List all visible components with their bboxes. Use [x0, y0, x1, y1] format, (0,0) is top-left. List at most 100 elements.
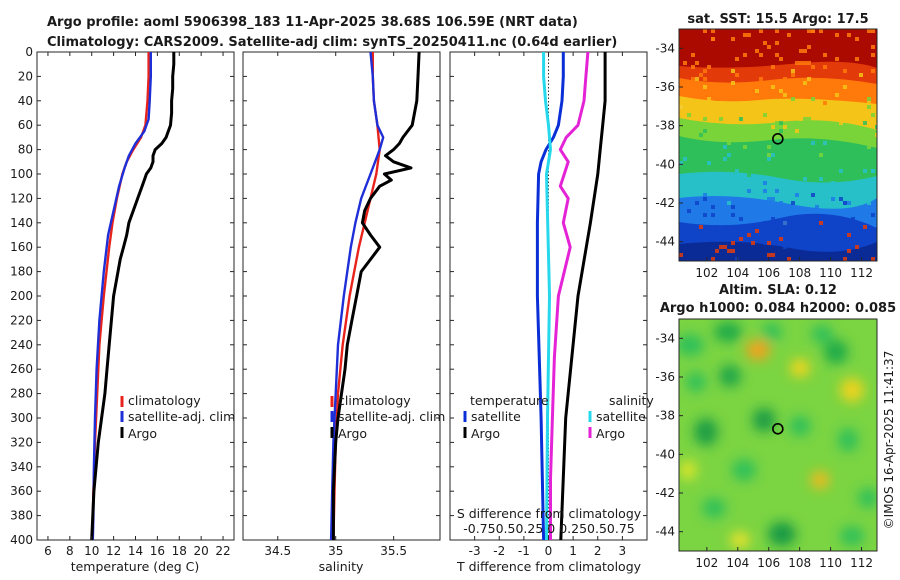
sst-pixel: [707, 97, 711, 101]
sst-pixel: [703, 77, 707, 81]
x-tick-label: 35: [328, 544, 343, 558]
sst-pixel: [779, 57, 783, 61]
y-tick-label: 280: [10, 387, 33, 401]
sst-pixel: [803, 177, 807, 181]
sst-pixel: [767, 197, 771, 201]
sst-pixel: [775, 85, 779, 89]
y-tick-label: 20: [18, 69, 33, 83]
sst-pixel: [783, 77, 787, 81]
sst-pixel: [859, 73, 863, 77]
sst-pixel: [691, 53, 695, 57]
y-tick-label: 80: [18, 143, 33, 157]
sst-pixel: [691, 77, 695, 81]
sst-pixel: [823, 101, 827, 105]
sla-eddy: [789, 416, 811, 436]
sst-pixel: [763, 221, 767, 225]
x-tick-label: 112: [850, 266, 873, 280]
sst-pixel: [739, 237, 743, 241]
sst-pixel: [871, 113, 875, 117]
sst-pixel: [835, 189, 839, 193]
sst-pixel: [867, 105, 871, 109]
sst-pixel: [691, 109, 695, 113]
sst-pixel: [811, 65, 815, 69]
sst-pixel: [747, 173, 751, 177]
sst-pixel: [803, 85, 807, 89]
sla-map-panel: Altim. SLA: 0.12 Argo h1000: 0.084 h2000…: [655, 283, 896, 570]
sst-pixel: [755, 229, 759, 233]
sst-pixel: [691, 65, 695, 69]
x-tick-label: 18: [172, 544, 187, 558]
sst-pixel: [723, 245, 727, 249]
y-tick-label: 380: [10, 509, 33, 523]
sla-eddy: [768, 522, 796, 546]
temperature-y-ticks: 0 20 40 60 80 100 120 140 160 180 200 220 240 260 280 3…: [10, 45, 234, 547]
sst-pixel: [783, 245, 787, 249]
sst-pixel: [687, 85, 691, 89]
sst-pixel: [679, 105, 683, 109]
sst-pixel: [727, 249, 731, 253]
y-tick-label: -40: [655, 157, 675, 171]
sst-pixel: [843, 85, 847, 89]
sst-pixel: [695, 61, 699, 65]
sst-pixel: [731, 81, 735, 85]
sla-eddy: [714, 322, 742, 342]
sst-pixel: [711, 37, 715, 41]
sst-pixel: [787, 157, 791, 161]
sst-pixel: [783, 221, 787, 225]
sst-pixel: [851, 125, 855, 129]
sst-pixel: [871, 233, 875, 237]
sst-pixel: [819, 185, 823, 189]
sst-x-ticks: 102 104 106 108 110 112: [695, 257, 873, 280]
sst-pixel: [723, 109, 727, 113]
x-tick-label: -3: [469, 544, 481, 558]
sst-pixel: [803, 81, 807, 85]
sst-pixel: [795, 61, 799, 65]
sst-pixel: [775, 53, 779, 57]
sst-pixel: [795, 181, 799, 185]
sla-eddy: [811, 471, 829, 489]
sst-pixel: [703, 129, 707, 133]
sst-pixel: [755, 49, 759, 53]
sst-pixel: [875, 133, 877, 137]
sst-pixel: [839, 169, 843, 173]
sst-pixel: [807, 45, 811, 49]
sst-pixel: [743, 33, 747, 37]
sla-eddy: [702, 498, 726, 518]
y-tick-label: 40: [18, 94, 33, 108]
sst-pixel: [687, 121, 691, 125]
sst-pixel: [747, 33, 751, 37]
x-tick-label: 8: [66, 544, 74, 558]
y-tick-label: 140: [10, 216, 33, 230]
sst-pixel: [715, 249, 719, 253]
salinity-y-ticks: [243, 51, 440, 541]
legend-label-temp-argo: Argo: [471, 426, 500, 441]
sst-pixel: [867, 29, 871, 33]
sst-pixel: [855, 37, 859, 41]
sst-pixel: [799, 117, 803, 121]
series-line-temperature-argo: [559, 52, 607, 541]
sst-pixel: [699, 105, 703, 109]
x-tick-label: 110: [819, 266, 842, 280]
sst-pixel: [767, 157, 771, 161]
salinity-xlabel: salinity: [319, 559, 364, 574]
secondary-axis-ticks: -0.750.50.25 0 0.250.50.75: [463, 521, 635, 536]
sst-pixel: [847, 145, 851, 149]
sst-pixel: [763, 41, 767, 45]
sst-pixel: [731, 205, 735, 209]
x-tick-label: 14: [128, 544, 143, 558]
sst-pixel: [715, 97, 719, 101]
sst-pixel: [767, 45, 771, 49]
legend-title-salinity: salinity: [609, 393, 654, 408]
sst-pixel: [735, 57, 739, 61]
sst-pixel: [843, 257, 847, 261]
argo-location-marker: [772, 133, 784, 145]
sst-pixel: [755, 89, 759, 93]
legend-label-argo: Argo: [338, 426, 367, 441]
sst-pixel: [711, 213, 715, 217]
sst-pixel: [803, 113, 807, 117]
sst-pixel: [871, 53, 875, 57]
sst-pixel: [763, 189, 767, 193]
sst-pixel: [855, 169, 859, 173]
sst-pixel: [795, 121, 799, 125]
